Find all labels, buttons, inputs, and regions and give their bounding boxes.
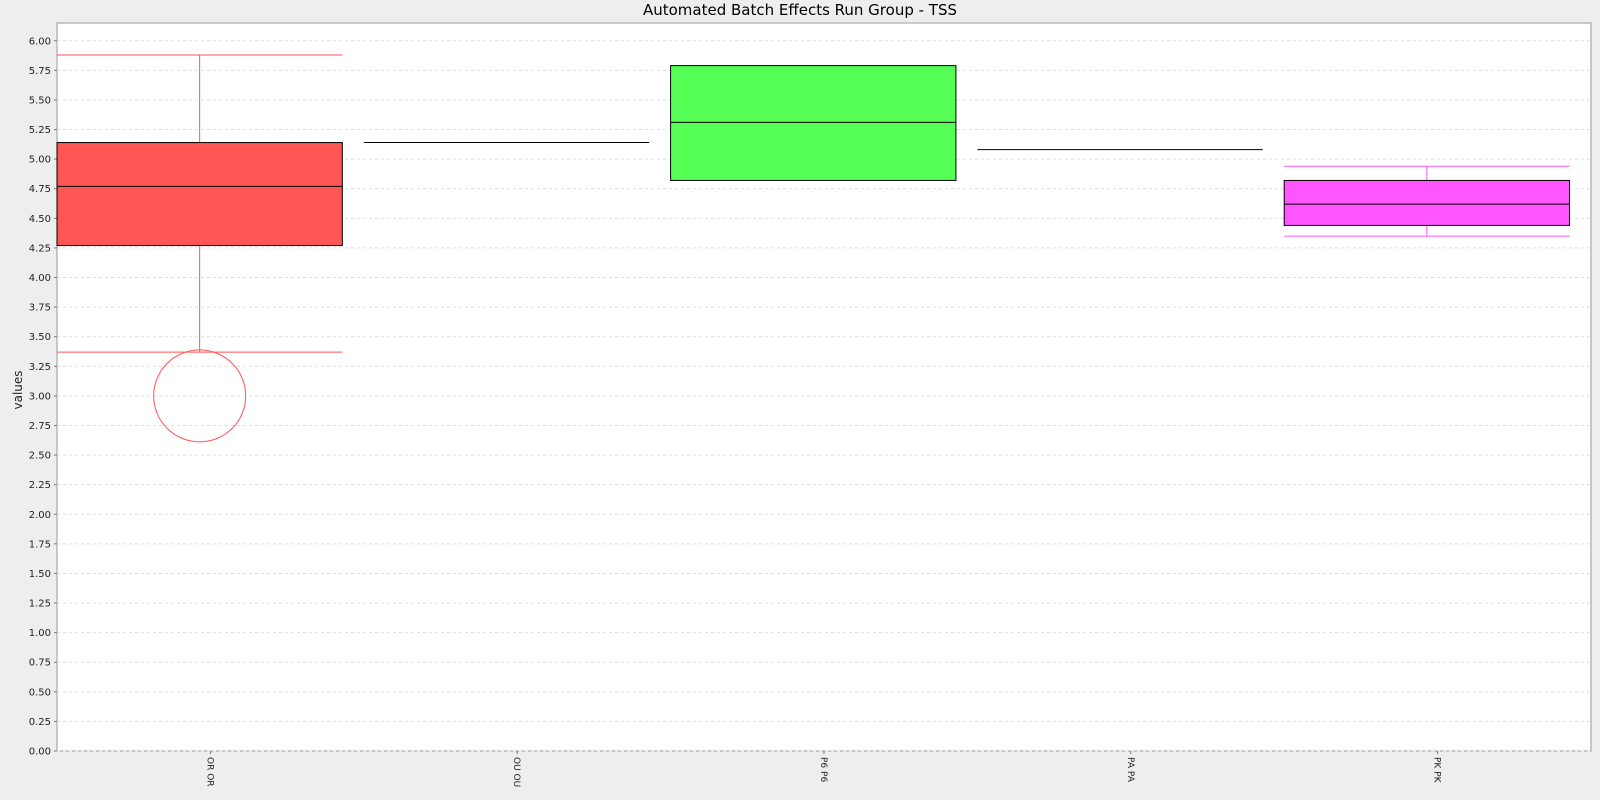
iqr-box xyxy=(1283,179,1571,226)
x-tick-label: PA PA xyxy=(1125,757,1135,783)
y-tick-label: 4.50 xyxy=(29,214,51,225)
chart-title: Automated Batch Effects Run Group - TSS xyxy=(643,1,957,19)
y-tick-label: 2.75 xyxy=(29,421,51,432)
x-tick-label: P6 P6 xyxy=(818,757,828,782)
y-tick-label: 0.75 xyxy=(29,658,51,669)
y-tick-label: 6.00 xyxy=(29,36,51,47)
y-tick-label: 5.00 xyxy=(29,155,51,166)
y-tick-label: 3.25 xyxy=(29,362,51,373)
y-tick-label: 5.50 xyxy=(29,95,51,106)
y-tick-label: 5.25 xyxy=(29,125,51,136)
x-tick-label: OR OR xyxy=(204,757,214,787)
y-axis-label: values xyxy=(11,370,25,409)
y-tick-label: 2.50 xyxy=(29,451,51,462)
y-tick-label: 0.25 xyxy=(29,717,51,728)
y-tick-label: 3.00 xyxy=(29,391,51,402)
y-tick-label: 1.00 xyxy=(29,628,51,639)
y-tick-label: 3.50 xyxy=(29,332,51,343)
outlier-point xyxy=(153,349,247,443)
x-tick-label: PK PK xyxy=(1432,757,1442,784)
box-group xyxy=(670,65,957,181)
y-tick-label: 2.25 xyxy=(29,480,51,491)
x-tick-label: OU OU xyxy=(511,757,521,787)
y-tick-label: 3.75 xyxy=(29,303,51,314)
y-tick-label: 1.50 xyxy=(29,569,51,580)
y-tick-label: 4.25 xyxy=(29,243,51,254)
y-tick-label: 0.00 xyxy=(29,747,51,758)
x-axis-ticks: OR OR OU OU P6 P6 PA PA PK PK xyxy=(204,751,1442,787)
y-tick-label: 1.75 xyxy=(29,539,51,550)
y-axis-ticks: 0.00 0.25 0.50 0.75 1.00 1.25 1.50 1.75 2.00 2.25… xyxy=(29,36,57,758)
box-layer xyxy=(56,54,1571,443)
y-tick-label: 2.00 xyxy=(29,510,51,521)
y-tick-label: 1.25 xyxy=(29,599,51,610)
iqr-box xyxy=(670,65,957,181)
box-group xyxy=(1283,165,1571,237)
y-tick-label: 0.50 xyxy=(29,687,51,698)
y-tick-label: 4.00 xyxy=(29,273,51,284)
y-tick-label: 4.75 xyxy=(29,184,51,195)
y-tick-label: 5.75 xyxy=(29,66,51,77)
iqr-box xyxy=(56,142,343,247)
box-group xyxy=(56,54,343,443)
